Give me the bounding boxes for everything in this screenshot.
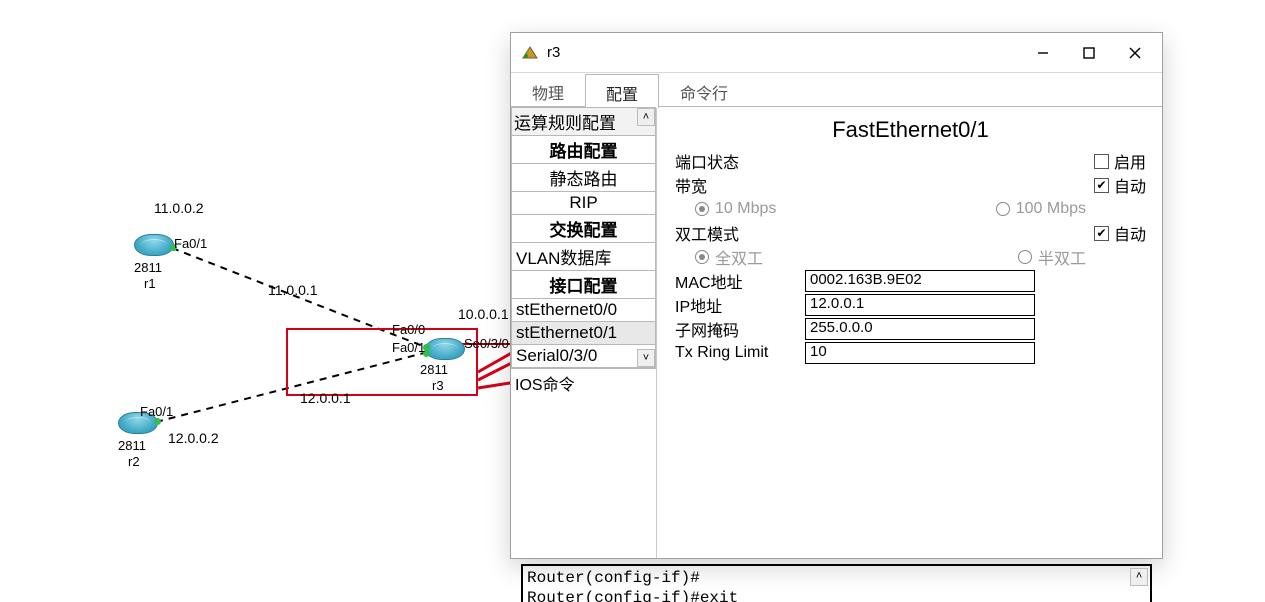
port-dot: [154, 418, 161, 425]
ip-label: IP地址: [675, 293, 805, 317]
duplex-half-label: 半双工: [1038, 245, 1086, 269]
console-line: Router(config-if)#: [527, 569, 700, 587]
bandwidth-auto-label: 自动: [1114, 173, 1146, 197]
port-label: Fa0/0: [392, 322, 425, 337]
sidebar-item-fe00[interactable]: stEthernet0/0: [511, 299, 656, 322]
bandwidth-auto-checkbox[interactable]: [1094, 178, 1109, 193]
duplex-half-radio[interactable]: [1018, 250, 1032, 264]
maximize-button[interactable]: [1066, 37, 1112, 69]
router-r1-icon[interactable]: [134, 234, 174, 260]
router-r3-icon[interactable]: [425, 338, 465, 364]
config-sidebar: ˄ 运算规则配置 路由配置 静态路由 RIP 交换配置 VLAN数据库 接口配置…: [511, 107, 656, 369]
close-button[interactable]: [1112, 37, 1158, 69]
router-r1-model: 2811: [134, 260, 162, 275]
duplex-auto-checkbox[interactable]: [1094, 226, 1109, 241]
sidebar-item-rip[interactable]: RIP: [511, 192, 656, 215]
port-label: Se0/3/0: [464, 336, 509, 351]
duplex-label: 双工模式: [675, 221, 805, 245]
ip-label: 11.0.0.2: [154, 200, 204, 216]
ios-section-label: IOS命令: [511, 369, 656, 397]
port-state-checkbox[interactable]: [1094, 154, 1109, 169]
ip-label: 11.0.0.1: [268, 282, 318, 298]
console-line: Router(config-if)#exit: [527, 589, 738, 602]
mask-label: 子网掩码: [675, 317, 805, 341]
sidebar-scroll-up[interactable]: ˄: [637, 108, 655, 126]
ios-console[interactable]: Router(config-if)# Router(config-if)#exi…: [521, 564, 1152, 602]
sidebar-item-interfaces[interactable]: 接口配置: [511, 271, 656, 299]
interface-form: FastEthernet0/1 端口状态 启用 带宽 自动 10 Mbps 10…: [657, 107, 1162, 558]
ip-label: 12.0.0.1: [300, 390, 351, 406]
sidebar-item[interactable]: 运算规则配置: [511, 107, 656, 136]
mask-field[interactable]: 255.0.0.0: [805, 318, 1035, 340]
bandwidth-10m-radio[interactable]: [695, 202, 709, 216]
app-icon: [521, 44, 539, 62]
sidebar-scroll-down[interactable]: ˅: [637, 349, 655, 367]
sidebar-item-serial[interactable]: Serial0/3/0: [511, 345, 656, 368]
window-title: r3: [547, 44, 1020, 61]
bandwidth-100m-radio[interactable]: [996, 202, 1010, 216]
router-r3-name: r3: [432, 378, 444, 393]
sidebar-item-vlan[interactable]: VLAN数据库: [511, 243, 656, 271]
router-r2-model: 2811: [118, 438, 146, 453]
interface-title: FastEthernet0/1: [675, 117, 1146, 143]
tab-physical[interactable]: 物理: [511, 73, 585, 107]
tabs: 物理 配置 命令行: [511, 73, 1162, 107]
port-label: Fa0/1: [140, 404, 173, 419]
mac-label: MAC地址: [675, 269, 805, 293]
sidebar-item-static[interactable]: 静态路由: [511, 164, 656, 192]
tab-config[interactable]: 配置: [585, 74, 659, 108]
duplex-auto-label: 自动: [1114, 221, 1146, 245]
console-scroll-up[interactable]: ˄: [1130, 568, 1148, 586]
device-config-window: r3 物理 配置 命令行 ˄ 运算规则配置 路由配置 静态路由 RIP 交换配置…: [510, 32, 1163, 559]
port-label: Fa0/1: [392, 340, 425, 355]
router-r3-model: 2811: [420, 362, 448, 377]
ip-field[interactable]: 12.0.0.1: [805, 294, 1035, 316]
ip-label: 12.0.0.2: [168, 430, 219, 446]
port-state-enabled-label: 启用: [1114, 149, 1146, 173]
tab-cli[interactable]: 命令行: [659, 73, 749, 107]
sidebar-item-routing[interactable]: 路由配置: [511, 136, 656, 164]
duplex-full-label: 全双工: [715, 245, 763, 269]
bandwidth-10m-label: 10 Mbps: [715, 200, 776, 218]
sidebar-item-switching[interactable]: 交换配置: [511, 215, 656, 243]
router-r1-name: r1: [144, 276, 156, 291]
txring-field[interactable]: 10: [805, 342, 1035, 364]
titlebar[interactable]: r3: [511, 33, 1162, 73]
minimize-button[interactable]: [1020, 37, 1066, 69]
mac-field[interactable]: 0002.163B.9E02: [805, 270, 1035, 292]
port-state-label: 端口状态: [675, 149, 805, 173]
sidebar-item-fe01[interactable]: stEthernet0/1: [511, 322, 656, 345]
router-r2-name: r2: [128, 454, 140, 469]
bandwidth-label: 带宽: [675, 173, 805, 197]
txring-label: Tx Ring Limit: [675, 344, 805, 362]
duplex-full-radio[interactable]: [695, 250, 709, 264]
bandwidth-100m-label: 100 Mbps: [1016, 200, 1086, 218]
port-label: Fa0/1: [174, 236, 207, 251]
ip-label: 10.0.0.1: [458, 306, 509, 322]
